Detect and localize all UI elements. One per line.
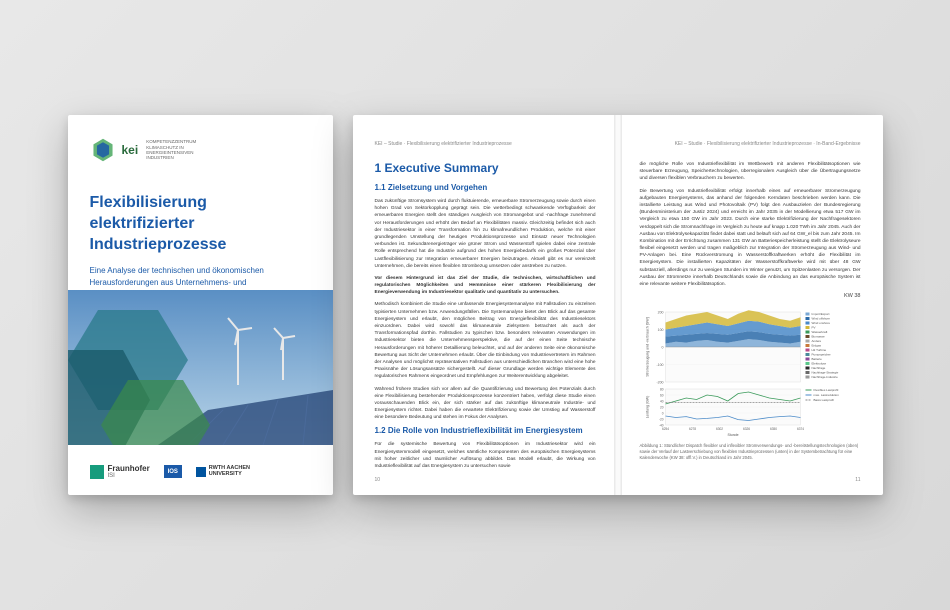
svg-text:6374: 6374 xyxy=(796,427,803,431)
svg-text:Wind offshore: Wind offshore xyxy=(811,317,830,321)
kei-logo-text: kei xyxy=(122,143,139,157)
svg-text:6278: 6278 xyxy=(688,427,695,431)
svg-text:Wasserkraft: Wasserkraft xyxy=(811,330,827,334)
page-right: KEI – Studie · Flexibilisierung elektrif… xyxy=(618,115,883,495)
kei-logo: kei KOMPETENZZENTRUM KLIMASCHUTZ IN ENER… xyxy=(90,137,197,163)
page-header-left: KEI – Studie · Flexibilisierung elektrif… xyxy=(375,141,596,147)
svg-text:0: 0 xyxy=(661,346,663,350)
rwth-logo: RWTH AACHEN UNIVERSITY xyxy=(196,466,250,477)
svg-text:100: 100 xyxy=(657,328,663,332)
svg-text:Nachfrage-Industrie: Nachfrage-Industrie xyxy=(811,375,838,379)
rwth-icon xyxy=(196,467,206,477)
cover-title: Flexibilisierung elektrifizierter Indust… xyxy=(90,193,311,255)
svg-text:PV: PV xyxy=(811,326,815,330)
page-left: KEI – Studie · Flexibilisierung elektrif… xyxy=(353,115,618,495)
svg-text:Nachfrage: Nachfrage xyxy=(811,366,825,370)
ios-logo: IOS xyxy=(164,465,182,478)
pagenum-right: 11 xyxy=(855,477,860,483)
svg-text:0: 0 xyxy=(661,412,663,416)
svg-text:6350: 6350 xyxy=(769,427,776,431)
svg-text:Basis Lastprofil: Basis Lastprofil xyxy=(813,398,834,402)
svg-text:max. Lastreduktion: max. Lastreduktion xyxy=(813,393,839,397)
section-1-2-heading: 1.2 Die Rolle von Industrieflexibilität … xyxy=(375,426,596,435)
pagenum-left: 10 xyxy=(375,477,381,483)
para-2: Vor diesem Hintergrund ist das Ziel der … xyxy=(375,275,596,297)
svg-text:20: 20 xyxy=(659,406,663,410)
svg-text:Stunde: Stunde xyxy=(727,433,738,437)
svg-text:Flexibles Lastprofil: Flexibles Lastprofil xyxy=(813,388,838,392)
cover-logo-row: kei KOMPETENZZENTRUM KLIMASCHUTZ IN ENER… xyxy=(90,137,197,163)
rwth-text2: UNIVERSITY xyxy=(209,472,250,478)
svg-text:Biomasse: Biomasse xyxy=(811,335,825,339)
cover-footer-logos: Fraunhofer ISI IOS RWTH AACHEN UNIVERSIT… xyxy=(90,464,311,479)
page-header-right: KEI – Studie · Flexibilisierung elektrif… xyxy=(640,141,861,147)
kei-sub4: INDUSTRIEN xyxy=(146,155,196,160)
para-1: Das zukünftige Stromsystem wird durch fl… xyxy=(375,198,596,270)
para-3: Methodisch kombiniert die Studie eine um… xyxy=(375,301,596,380)
dispatch-chart: -200-1000100200Stromerzeugung und -verbr… xyxy=(640,307,861,437)
para-r2: Die Bewertung von Industrieflexibilität … xyxy=(640,188,861,289)
para-5: Für die systemische Bewertung von Flexib… xyxy=(375,441,596,470)
svg-text:Leistung (GW): Leistung (GW) xyxy=(645,396,649,419)
svg-text:80: 80 xyxy=(659,388,663,392)
fraunhofer-logo: Fraunhofer ISI xyxy=(90,464,150,479)
chart-title: KW 38 xyxy=(640,293,861,299)
svg-text:6302: 6302 xyxy=(715,427,722,431)
report-cover: kei KOMPETENZZENTRUM KLIMASCHUTZ IN ENER… xyxy=(68,115,333,495)
cover-image xyxy=(68,290,333,445)
fraunhofer-sub: ISI xyxy=(108,473,150,479)
svg-text:-100: -100 xyxy=(656,363,663,367)
kei-sub1: KOMPETENZZENTRUM xyxy=(146,139,196,144)
svg-text:6326: 6326 xyxy=(742,427,749,431)
section-1-1-heading: 1.1 Zielsetzung und Vorgehen xyxy=(375,183,596,192)
svg-text:H2 Turbine: H2 Turbine xyxy=(811,348,826,352)
para-r1: die mögliche Rolle von Industrieflexibil… xyxy=(640,161,861,183)
fraunhofer-text: Fraunhofer xyxy=(108,464,150,473)
svg-text:Andere: Andere xyxy=(811,339,821,343)
svg-text:-20: -20 xyxy=(658,418,663,422)
svg-text:60: 60 xyxy=(659,394,663,398)
kei-hex-icon xyxy=(90,137,116,163)
svg-text:200: 200 xyxy=(657,311,663,315)
svg-text:Import/Export: Import/Export xyxy=(811,312,829,316)
svg-text:Erdgas: Erdgas xyxy=(811,344,821,348)
report-spread: KEI – Studie · Flexibilisierung elektrif… xyxy=(353,115,883,495)
fraunhofer-icon xyxy=(90,465,104,479)
svg-text:Wind onshore: Wind onshore xyxy=(811,321,830,325)
svg-text:40: 40 xyxy=(659,400,663,404)
svg-text:-200: -200 xyxy=(656,381,663,385)
svg-text:Stromerzeugung und -verbrauch: Stromerzeugung und -verbrauch [GW] xyxy=(645,317,649,376)
cover-title-block: Flexibilisierung elektrifizierter Indust… xyxy=(90,193,311,299)
svg-text:Nachfrage-Strategie: Nachfrage-Strategie xyxy=(811,371,838,375)
svg-text:Pumpspeicher: Pumpspeicher xyxy=(811,353,830,357)
para-4: Während frühere Studien sich vor allem a… xyxy=(375,386,596,422)
chart-caption: Abbildung 1: Stündlicher Dispatch flexib… xyxy=(640,443,861,461)
svg-text:Elektrolyse: Elektrolyse xyxy=(811,362,826,366)
svg-text:Batterie: Batterie xyxy=(811,357,822,361)
exec-summary-heading: 1 Executive Summary xyxy=(375,161,596,175)
svg-text:6254: 6254 xyxy=(661,427,668,431)
